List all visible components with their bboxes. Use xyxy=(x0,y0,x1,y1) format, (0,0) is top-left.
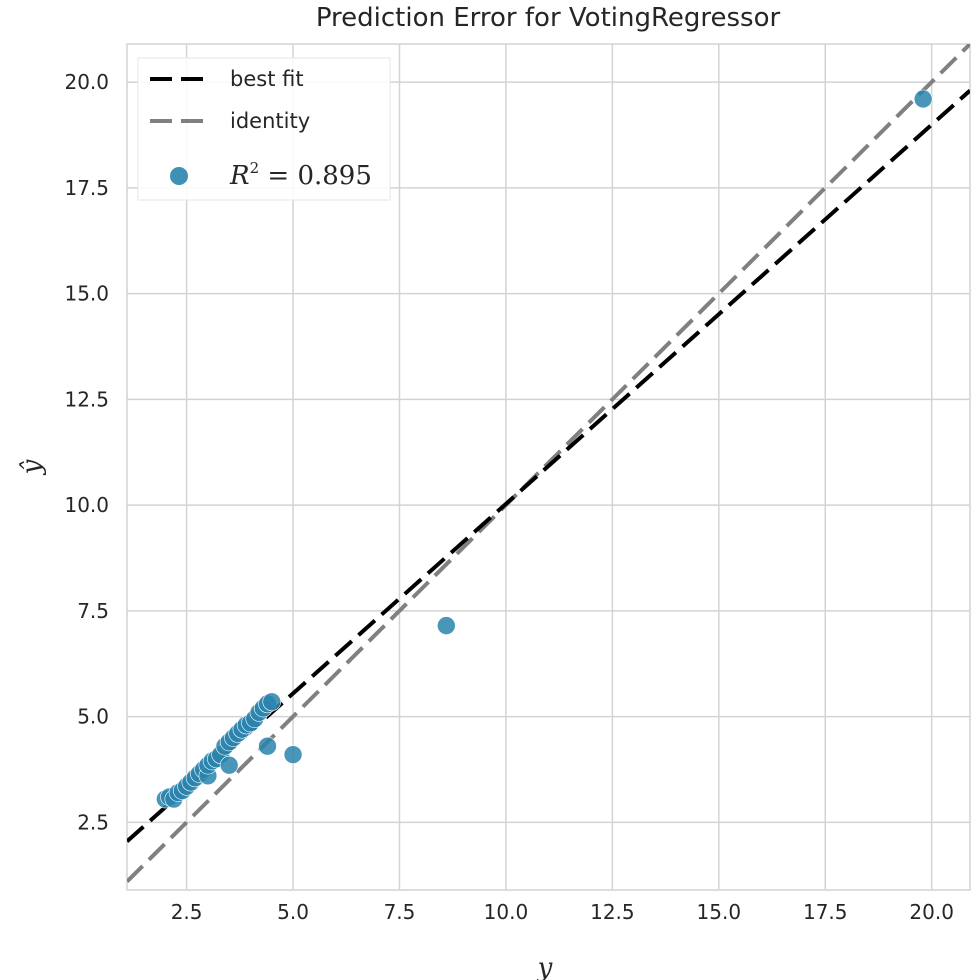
legend-r2-value: = 0.895 xyxy=(259,161,372,191)
legend: best fit identity R2 = 0.895 xyxy=(137,57,391,201)
x-tick-label: 17.5 xyxy=(803,900,848,924)
scatter-points xyxy=(156,89,933,809)
y-tick-label: 10.0 xyxy=(64,493,109,517)
legend-r2-label: R2 = 0.895 xyxy=(229,159,372,191)
data-point xyxy=(262,692,282,712)
data-point xyxy=(283,745,303,764)
legend-identity-label: identity xyxy=(230,109,310,133)
x-tick-label: 7.5 xyxy=(384,900,416,924)
y-tick-label: 17.5 xyxy=(64,176,109,200)
legend-best-fit-label: best fit xyxy=(230,67,304,91)
data-point xyxy=(437,616,456,635)
x-tick-label: 5.0 xyxy=(277,900,309,924)
chart-title: Prediction Error for VotingRegressor xyxy=(316,3,781,33)
x-tick-label: 10.0 xyxy=(484,900,529,924)
y-tick-label: 12.5 xyxy=(64,387,109,411)
y-tick-label: 7.5 xyxy=(77,599,109,623)
y-axis-label: ŷ xyxy=(17,459,47,475)
x-axis-label: y xyxy=(537,953,553,980)
y-tick-label: 2.5 xyxy=(77,810,109,834)
data-point xyxy=(258,736,277,756)
y-tick-labels: 2.5 5.0 7.5 10.0 12.5 15.0 17.5 20.0 xyxy=(64,70,109,834)
x-tick-labels: 2.5 5.0 7.5 10.0 12.5 15.0 17.5 20.0 xyxy=(171,900,954,924)
y-tick-label: 15.0 xyxy=(64,282,109,306)
legend-r2-superscript: 2 xyxy=(250,159,260,177)
x-tick-label: 20.0 xyxy=(909,900,954,924)
x-tick-label: 2.5 xyxy=(171,900,203,924)
x-tick-label: 15.0 xyxy=(697,900,742,924)
legend-r2-symbol: R xyxy=(229,161,250,191)
data-point xyxy=(219,755,239,775)
x-tick-label: 12.5 xyxy=(590,900,635,924)
data-point xyxy=(913,89,933,109)
y-tick-label: 20.0 xyxy=(64,70,109,94)
y-tick-label: 5.0 xyxy=(77,705,109,729)
legend-point-swatch xyxy=(170,167,188,185)
